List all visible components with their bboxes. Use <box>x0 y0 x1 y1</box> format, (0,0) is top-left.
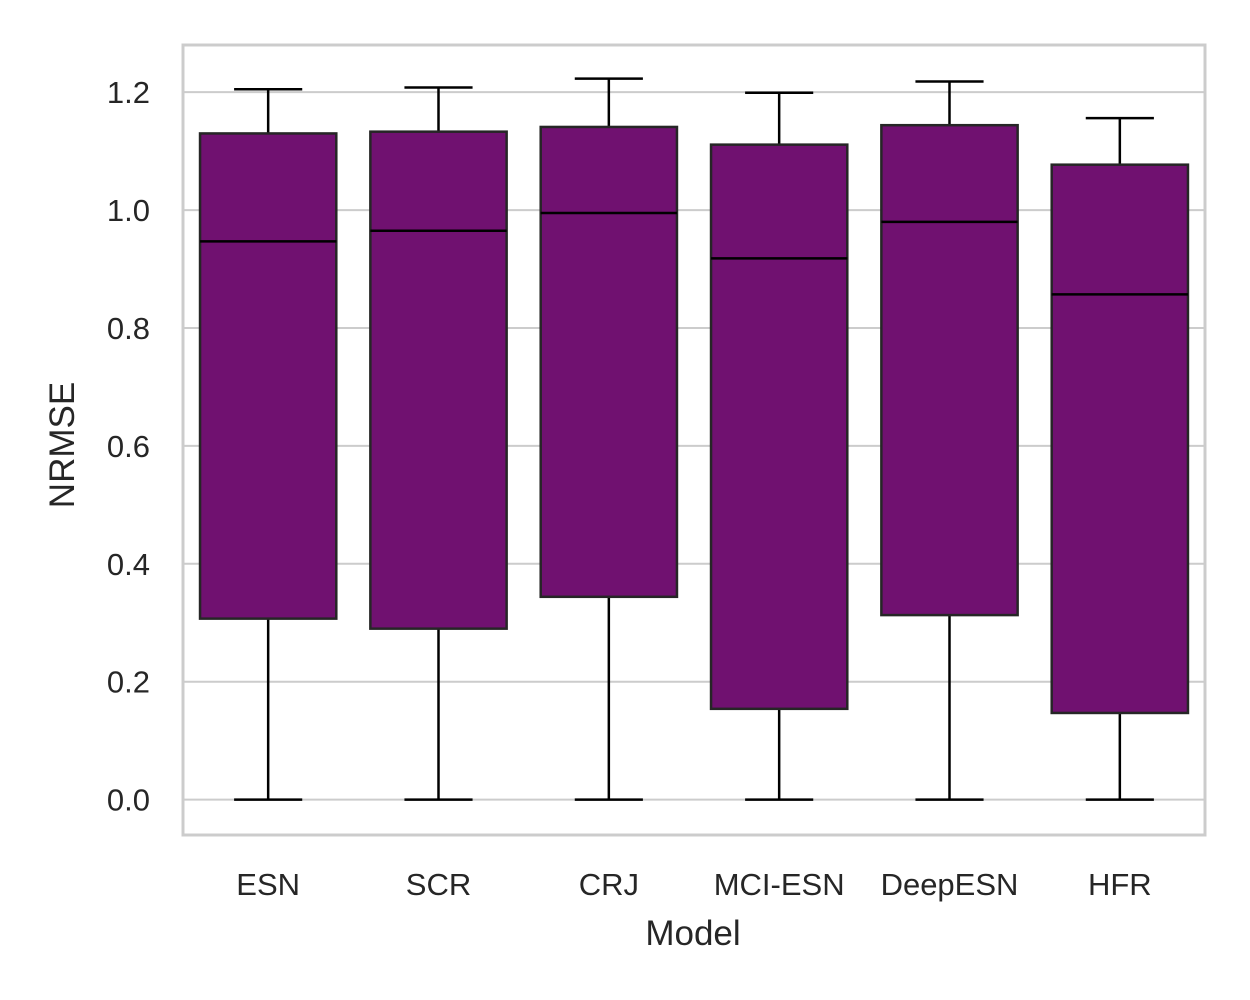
iqr-box <box>539 125 679 599</box>
box-hfr <box>1050 116 1190 801</box>
plot-frame <box>181 43 1207 837</box>
x-tick-label: CRJ <box>579 867 639 902</box>
box-mci-esn <box>709 91 849 801</box>
box-crj <box>539 77 679 801</box>
y-tick-label: 0.0 <box>107 783 150 818</box>
y-tick-label: 0.8 <box>107 311 150 346</box>
y-axis-title: NRMSE <box>43 382 82 508</box>
y-tick-label: 1.0 <box>107 193 150 228</box>
iqr-box <box>880 123 1019 617</box>
x-tick-label: DeepESN <box>881 867 1019 902</box>
y-tick-label: 0.2 <box>107 665 150 700</box>
tick-layer: 0.0 0.2 0.4 0.6 0.8 1.0 1.2 ESN SCR CRJ MCI-ESN Dee… <box>107 75 1152 902</box>
iqr-box <box>1050 163 1190 715</box>
iqr-box <box>198 132 338 620</box>
grid-layer <box>183 91 1205 801</box>
iqr-box <box>369 130 508 630</box>
x-tick-label: ESN <box>236 867 300 902</box>
x-tick-label: MCI-ESN <box>714 867 845 902</box>
y-tick-label: 0.4 <box>107 547 150 582</box>
box-deepesn <box>880 80 1019 801</box>
box-scr <box>369 86 508 801</box>
box-layer <box>198 77 1190 801</box>
iqr-box <box>709 143 849 711</box>
x-tick-label: HFR <box>1088 867 1152 902</box>
box-esn <box>198 87 338 801</box>
y-tick-label: 0.6 <box>107 429 150 464</box>
x-axis-title: Model <box>645 914 740 953</box>
y-tick-label: 1.2 <box>107 75 150 110</box>
x-tick-label: SCR <box>406 867 471 902</box>
